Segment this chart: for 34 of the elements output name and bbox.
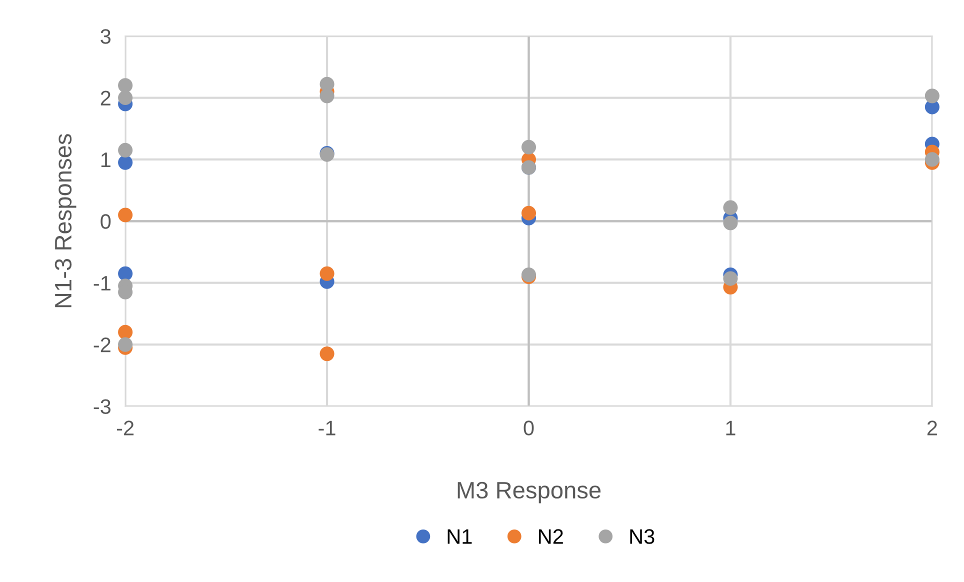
point — [723, 271, 738, 286]
point — [521, 140, 536, 154]
point — [118, 208, 133, 222]
y-tick-label: -2 — [94, 338, 110, 352]
x-tick-label: 0 — [524, 420, 534, 436]
x-tick-label: -2 — [116, 420, 134, 436]
point — [924, 152, 940, 167]
legend-label: N1 — [448, 529, 472, 544]
x-tick-label: 2 — [927, 420, 937, 436]
point — [320, 266, 334, 281]
y-tick-label: -3 — [94, 399, 111, 414]
point — [118, 266, 133, 281]
point — [924, 88, 940, 104]
y-tick-label: -1 — [94, 276, 110, 290]
point — [118, 155, 133, 170]
x-tick-label: -1 — [318, 420, 336, 436]
point — [118, 90, 133, 106]
point — [723, 200, 738, 215]
legend-label: N2 — [539, 529, 563, 544]
point — [118, 78, 133, 93]
point — [118, 337, 133, 352]
y-tick-label: 1 — [101, 152, 110, 168]
y-tick-label: 3 — [100, 29, 111, 44]
point — [118, 142, 133, 158]
point — [723, 216, 738, 230]
x-axis-title: M3 Response — [458, 482, 601, 504]
y-tick-label: 2 — [100, 90, 110, 106]
legend-label: N3 — [630, 529, 654, 544]
point — [521, 206, 536, 220]
y-axis-title: N1-3 Responses — [54, 134, 76, 308]
point — [320, 346, 334, 362]
point — [118, 324, 133, 340]
x-tick-label: 1 — [726, 420, 736, 436]
y-tick-label: 0 — [100, 214, 111, 229]
